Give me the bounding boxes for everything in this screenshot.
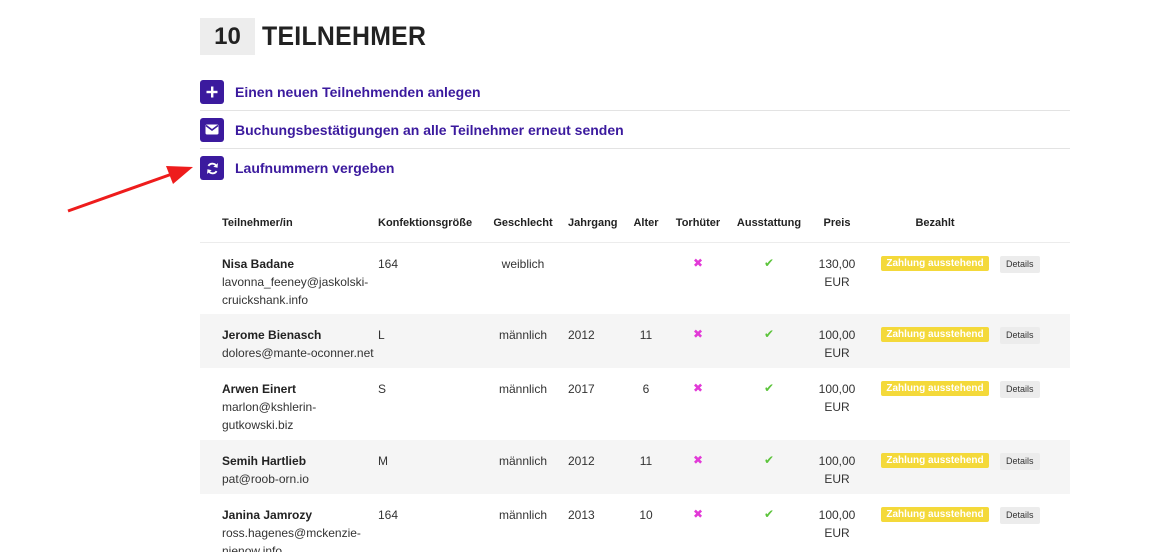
- payment-status-badge: Zahlung ausstehend: [881, 381, 989, 396]
- plus-icon: [200, 79, 224, 104]
- price-currency: EUR: [824, 472, 850, 486]
- resend-confirmations-label[interactable]: Buchungsbestätigungen an alle Teilnehmer…: [235, 121, 624, 138]
- participant-name: Jerome Bienasch: [222, 328, 322, 342]
- year-value: 2012: [568, 454, 595, 468]
- price-amount: 100,00: [818, 454, 856, 468]
- participant-cell: Arwen Einert marlon@kshlerin- gutkowski.…: [200, 368, 378, 440]
- participant-cell: Janina Jamrozy ross.hagenes@mckenzie- ni…: [200, 494, 378, 552]
- price-currency: EUR: [824, 346, 850, 360]
- details-button[interactable]: Details: [1000, 255, 1040, 273]
- gender-value: männlich: [498, 382, 548, 396]
- year-value: 2012: [568, 328, 595, 342]
- participant-email: lavonna_feeney@jaskolski-: [222, 274, 369, 289]
- col-header-price[interactable]: Preis: [804, 205, 870, 243]
- cross-icon: ✖: [692, 381, 704, 395]
- check-icon: ✔: [763, 327, 775, 341]
- check-icon: ✔: [763, 381, 775, 395]
- price-currency: EUR: [824, 274, 850, 289]
- details-button[interactable]: Details: [1000, 381, 1040, 398]
- size-value: 164: [378, 508, 399, 522]
- table-row: Semih Hartlieb pat@roob-orn.io M männlic…: [200, 440, 1070, 494]
- col-header-participant[interactable]: Teilnehmer/in: [200, 205, 378, 243]
- size-value: M: [378, 454, 388, 468]
- page-title: TEILNEHMER: [262, 21, 427, 51]
- age-value: 11: [639, 328, 653, 342]
- age-value: 6: [642, 382, 650, 396]
- gender-value: männlich: [498, 328, 548, 342]
- refresh-icon: [200, 156, 224, 180]
- age-value: 11: [639, 454, 653, 468]
- participants-table: Teilnehmer/in Konfektionsgröße Geschlech…: [200, 205, 1070, 552]
- col-header-details: [1000, 205, 1070, 243]
- add-participant-label[interactable]: Einen neuen Teilnehmenden anlegen: [235, 83, 481, 100]
- col-header-gender[interactable]: Geschlecht: [486, 205, 560, 243]
- action-list: Einen neuen Teilnehmenden anlegen Buchun…: [200, 73, 1070, 187]
- participant-name: Janina Jamrozy: [222, 508, 313, 522]
- cross-icon: ✖: [692, 507, 704, 521]
- add-participant-action[interactable]: Einen neuen Teilnehmenden anlegen: [200, 73, 1070, 111]
- col-header-goalkeeper[interactable]: Torhüter: [662, 205, 734, 243]
- col-header-equipment[interactable]: Ausstattung: [734, 205, 804, 243]
- participant-email: marlon@kshlerin-: [222, 400, 317, 414]
- participant-email-cont: cruickshank.info: [222, 292, 309, 307]
- assign-numbers-action[interactable]: Laufnummern vergeben: [200, 149, 1070, 187]
- participant-email-cont: nienow.info: [222, 544, 283, 552]
- participant-name: Arwen Einert: [222, 382, 297, 396]
- participant-name: Semih Hartlieb: [222, 454, 307, 468]
- price-amount: 100,00: [818, 382, 856, 396]
- price-amount: 130,00: [818, 256, 856, 271]
- participant-email: dolores@mante-oconner.net: [222, 346, 374, 360]
- table-row: Arwen Einert marlon@kshlerin- gutkowski.…: [200, 368, 1070, 440]
- payment-status-badge: Zahlung ausstehend: [881, 453, 989, 468]
- red-arrow-annotation: [67, 166, 193, 213]
- participant-count-badge: 10: [200, 18, 255, 55]
- year-value: 2013: [568, 508, 595, 522]
- assign-numbers-label[interactable]: Laufnummern vergeben: [235, 160, 395, 176]
- participant-cell: Semih Hartlieb pat@roob-orn.io: [200, 440, 378, 494]
- cross-icon: ✖: [692, 453, 704, 467]
- cross-icon: ✖: [692, 327, 704, 341]
- participant-name: Nisa Badane: [222, 256, 295, 271]
- payment-status-badge: Zahlung ausstehend: [881, 255, 989, 271]
- price-amount: 100,00: [818, 328, 856, 342]
- resend-confirmations-action[interactable]: Buchungsbestätigungen an alle Teilnehmer…: [200, 111, 1070, 149]
- col-header-age[interactable]: Alter: [630, 205, 662, 243]
- col-header-paid[interactable]: Bezahlt: [870, 205, 1000, 243]
- table-row: Nisa Badane lavonna_feeney@jaskolski- cr…: [200, 242, 1070, 314]
- check-icon: ✔: [763, 453, 775, 467]
- participant-email: ross.hagenes@mckenzie-: [222, 526, 361, 540]
- payment-status-badge: Zahlung ausstehend: [881, 327, 989, 342]
- size-value: 164: [378, 256, 399, 271]
- price-currency: EUR: [824, 526, 850, 540]
- price-amount: 100,00: [818, 508, 856, 522]
- details-button[interactable]: Details: [1000, 453, 1040, 470]
- participant-email-cont: gutkowski.biz: [222, 418, 294, 432]
- payment-status-badge: Zahlung ausstehend: [881, 507, 989, 522]
- year-value: 2017: [568, 382, 595, 396]
- price-currency: EUR: [824, 400, 850, 414]
- cross-icon: ✖: [692, 255, 704, 270]
- envelope-icon: [200, 117, 224, 142]
- check-icon: ✔: [763, 507, 775, 521]
- participant-email: pat@roob-orn.io: [222, 472, 309, 486]
- size-value: S: [378, 382, 387, 396]
- gender-value: männlich: [498, 508, 548, 522]
- gender-value: männlich: [498, 454, 548, 468]
- gender-value: weiblich: [501, 256, 545, 271]
- participant-cell: Jerome Bienasch dolores@mante-oconner.ne…: [200, 314, 378, 368]
- col-header-size[interactable]: Konfektionsgröße: [378, 205, 486, 243]
- participant-cell: Nisa Badane lavonna_feeney@jaskolski- cr…: [200, 242, 378, 314]
- check-icon: ✔: [763, 255, 775, 270]
- table-header-row: Teilnehmer/in Konfektionsgröße Geschlech…: [200, 205, 1070, 243]
- details-button[interactable]: Details: [1000, 507, 1040, 524]
- table-row: Janina Jamrozy ross.hagenes@mckenzie- ni…: [200, 494, 1070, 552]
- table-row: Jerome Bienasch dolores@mante-oconner.ne…: [200, 314, 1070, 368]
- age-value: 10: [639, 508, 653, 522]
- size-value: L: [378, 328, 385, 342]
- page-header: 10 TEILNEHMER: [200, 18, 441, 55]
- col-header-year[interactable]: Jahrgang: [560, 205, 630, 243]
- details-button[interactable]: Details: [1000, 327, 1040, 344]
